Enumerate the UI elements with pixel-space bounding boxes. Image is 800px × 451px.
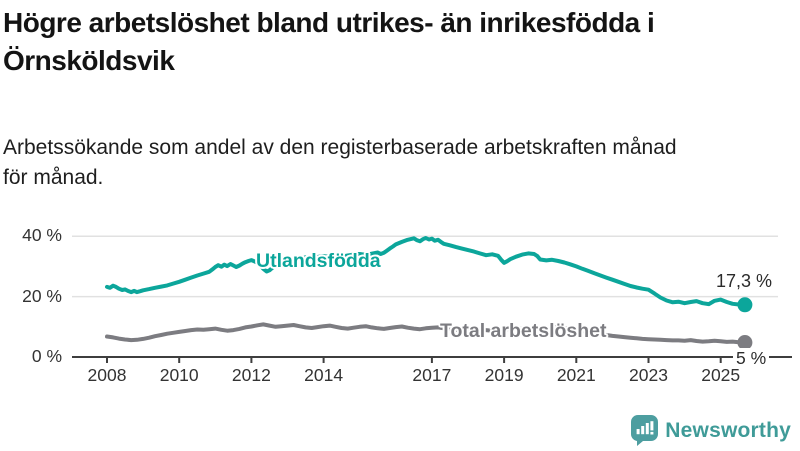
end-value-label-total: 5 % [733,348,770,369]
newsworthy-logo[interactable]: Newsworthy [631,415,791,446]
chart-subtitle: Arbetssökande som andel av den registerb… [3,133,797,193]
subtitle-line-2: för månad. [3,166,104,189]
x-tick-label-2021: 2021 [556,365,596,385]
title-line-1: Högre arbetslöshet bland utrikes- än inr… [3,7,655,38]
y-tick-label-0: 0 % [31,346,62,366]
subtitle-line-1: Arbetssökande som andel av den registerb… [3,136,677,159]
series-line-0 [105,236,747,307]
series-line-1 [105,322,747,345]
x-tick-label-2012: 2012 [231,365,271,385]
page-title: Högre arbetslöshet bland utrikes- än inr… [3,4,797,80]
title-line-2: Örnsköldsvik [3,45,175,76]
x-tick-label-2019: 2019 [484,365,524,385]
end-value-label-utlandsfodda: 17,3 % [715,271,772,291]
x-tick-label-2025: 2025 [701,365,741,385]
x-tick-label-2010: 2010 [159,365,199,385]
x-tick-label-2014: 2014 [304,365,344,385]
newsworthy-logo-text: Newsworthy [665,418,791,442]
y-tick-label-20: 20 % [22,285,62,306]
series-end-dot-1 [737,335,753,350]
y-axis-labels: 0 % 20 % 40 % [0,0,62,450]
series-label-total-arbetsloshet: Total arbetslöshet [440,320,607,342]
series-label-utlandsfodda: Utlandsfödda [256,250,381,272]
y-tick-label-40: 40 % [22,225,62,246]
newsworthy-logo-icon [631,415,659,446]
x-tick-label-2023: 2023 [629,365,668,385]
x-tick-label-2017: 2017 [412,365,452,385]
series-end-dot-0 [737,297,753,313]
x-axis-labels: 2008 2010 2012 2014 2017 2019 2021 2023 2025 [0,365,800,389]
x-tick-label-2008: 2008 [87,365,127,385]
